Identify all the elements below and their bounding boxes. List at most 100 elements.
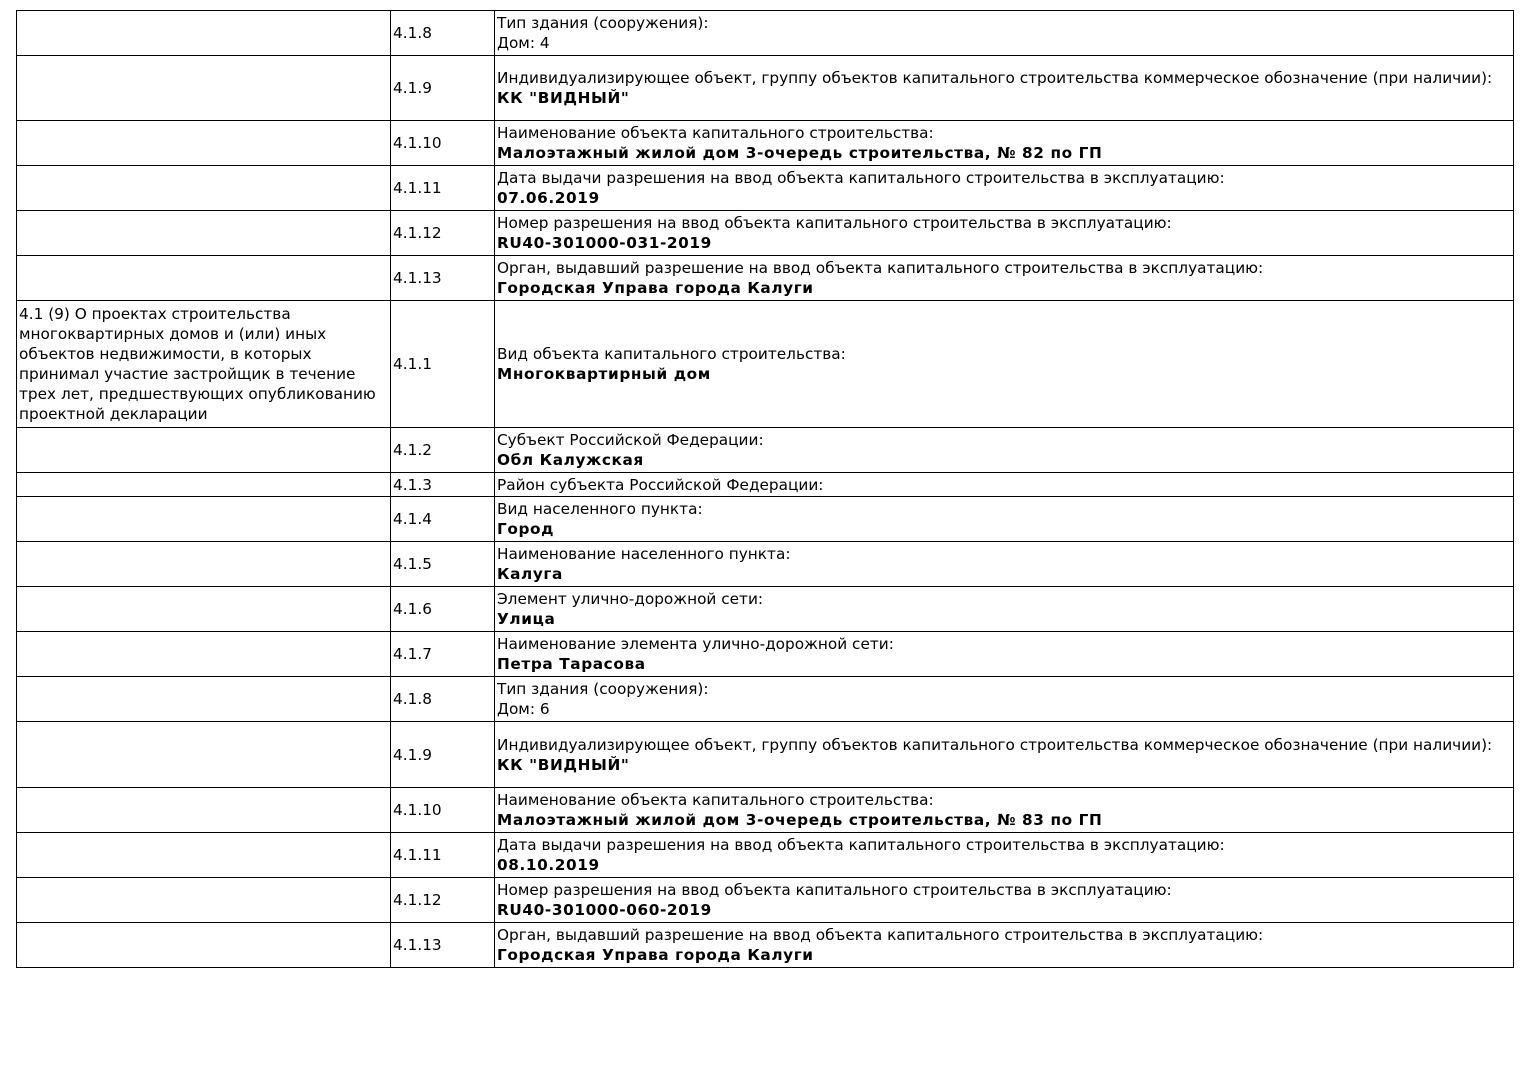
code-cell: 4.1.11 bbox=[390, 832, 495, 878]
table-row: 4.1.8 Тип здания (сооружения): Дом: 4 bbox=[16, 10, 1514, 56]
section-cell bbox=[16, 631, 391, 677]
field-label: Субъект Российской Федерации: bbox=[497, 431, 764, 449]
section-cell bbox=[16, 496, 391, 542]
field-value: Малоэтажный жилой дом 3-очередь строител… bbox=[497, 811, 1103, 829]
section-cell bbox=[16, 832, 391, 878]
field-value: 07.06.2019 bbox=[497, 189, 600, 207]
table-row: 4.1.10 Наименование объекта капитального … bbox=[16, 787, 1514, 833]
section-cell bbox=[16, 721, 391, 788]
field-label: Индивидуализирующее объект, группу объек… bbox=[497, 735, 1493, 754]
field-value: RU40-301000-060-2019 bbox=[497, 901, 712, 919]
field-value: Дом: 4 bbox=[497, 34, 550, 52]
table-row: 4.1.5 Наименование населенного пункта: Кал… bbox=[16, 541, 1514, 587]
section-cell bbox=[16, 787, 391, 833]
code-cell: 4.1.13 bbox=[390, 255, 495, 301]
code-cell: 4.1.4 bbox=[390, 496, 495, 542]
code-cell: 4.1.9 bbox=[390, 721, 495, 788]
table-row: 4.1.10 Наименование объекта капитального … bbox=[16, 120, 1514, 166]
content-cell: Вид населенного пункта: Город bbox=[494, 496, 1514, 542]
content-cell: Наименование объекта капитального строит… bbox=[494, 787, 1514, 833]
code-cell: 4.1.10 bbox=[390, 787, 495, 833]
section-cell bbox=[16, 55, 391, 121]
section-cell bbox=[16, 210, 391, 256]
table-row: 4.1 (9) О проектах строительства многокв… bbox=[16, 300, 1514, 428]
declaration-table: 4.1.8 Тип здания (сооружения): Дом: 4 4.1.9… bbox=[16, 10, 1514, 968]
field-label: Элемент улично-дорожной сети: bbox=[497, 590, 764, 608]
code-cell: 4.1.12 bbox=[390, 877, 495, 923]
field-label: Тип здания (сооружения): bbox=[497, 14, 709, 32]
field-value: Калуга bbox=[497, 565, 563, 583]
section-cell bbox=[16, 922, 391, 968]
code-cell: 4.1.9 bbox=[390, 55, 495, 121]
table-row: 4.1.8 Тип здания (сооружения): Дом: 6 bbox=[16, 676, 1514, 722]
content-cell: Тип здания (сооружения): Дом: 4 bbox=[494, 10, 1514, 56]
field-label: Орган, выдавший разрешение на ввод объек… bbox=[497, 926, 1264, 944]
field-label: Вид населенного пункта: bbox=[497, 500, 703, 518]
code-cell: 4.1.11 bbox=[390, 165, 495, 211]
content-cell: Тип здания (сооружения): Дом: 6 bbox=[494, 676, 1514, 722]
code-cell: 4.1.2 bbox=[390, 427, 495, 473]
content-cell: Субъект Российской Федерации: Обл Калужск… bbox=[494, 427, 1514, 473]
content-cell: Индивидуализирующее объект, группу объек… bbox=[494, 55, 1514, 121]
table-row: 4.1.3 Район субъекта Российской Федерации… bbox=[16, 472, 1514, 497]
field-label: Тип здания (сооружения): bbox=[497, 680, 709, 698]
field-value: Малоэтажный жилой дом 3-очередь строител… bbox=[497, 144, 1103, 162]
table-row: 4.1.7 Наименование элемента улично-дорожн… bbox=[16, 631, 1514, 677]
field-label: Дата выдачи разрешения на ввод объекта к… bbox=[497, 836, 1225, 854]
table-row: 4.1.11 Дата выдачи разрешения на ввод объ… bbox=[16, 832, 1514, 878]
field-label: Наименование населенного пункта: bbox=[497, 545, 791, 563]
code-cell: 4.1.3 bbox=[390, 472, 495, 497]
code-cell: 4.1.12 bbox=[390, 210, 495, 256]
code-cell: 4.1.1 bbox=[390, 300, 495, 428]
field-value: Городская Управа города Калуги bbox=[497, 279, 814, 297]
field-value: Городская Управа города Калуги bbox=[497, 946, 814, 964]
content-cell: Номер разрешения на ввод объекта капитал… bbox=[494, 877, 1514, 923]
field-value: Обл Калужская bbox=[497, 451, 644, 469]
section-cell bbox=[16, 676, 391, 722]
content-cell: Наименование элемента улично-дорожной се… bbox=[494, 631, 1514, 677]
field-value: RU40-301000-031-2019 bbox=[497, 234, 712, 252]
field-label: Орган, выдавший разрешение на ввод объек… bbox=[497, 259, 1264, 277]
content-cell: Номер разрешения на ввод объекта капитал… bbox=[494, 210, 1514, 256]
table-row: 4.1.13 Орган, выдавший разрешение на ввод… bbox=[16, 255, 1514, 301]
field-label: Район субъекта Российской Федерации: bbox=[497, 475, 824, 494]
field-label: Номер разрешения на ввод объекта капитал… bbox=[497, 214, 1172, 232]
table-row: 4.1.4 Вид населенного пункта: Город bbox=[16, 496, 1514, 542]
field-label: Наименование объекта капитального строит… bbox=[497, 124, 934, 142]
field-value: Город bbox=[497, 520, 555, 538]
code-cell: 4.1.8 bbox=[390, 676, 495, 722]
section-cell: 4.1 (9) О проектах строительства многокв… bbox=[16, 300, 391, 428]
field-label: Вид объекта капитального строительства: bbox=[497, 345, 846, 363]
table-row: 4.1.9 Индивидуализирующее объект, группу … bbox=[16, 721, 1514, 788]
section-cell bbox=[16, 255, 391, 301]
field-value: Улица bbox=[497, 610, 556, 628]
section-cell bbox=[16, 427, 391, 473]
field-value: Дом: 6 bbox=[497, 700, 550, 718]
code-cell: 4.1.7 bbox=[390, 631, 495, 677]
content-cell: Наименование населенного пункта: Калуга bbox=[494, 541, 1514, 587]
section-cell bbox=[16, 10, 391, 56]
table-row: 4.1.2 Субъект Российской Федерации: Обл Ка… bbox=[16, 427, 1514, 473]
section-cell bbox=[16, 472, 391, 497]
table-row: 4.1.11 Дата выдачи разрешения на ввод объ… bbox=[16, 165, 1514, 211]
table-row: 4.1.12 Номер разрешения на ввод объекта к… bbox=[16, 210, 1514, 256]
section-cell bbox=[16, 165, 391, 211]
field-label: Номер разрешения на ввод объекта капитал… bbox=[497, 881, 1172, 899]
field-label: Индивидуализирующее объект, группу объек… bbox=[497, 69, 1493, 87]
content-cell: Индивидуализирующее объект, группу объек… bbox=[494, 721, 1514, 788]
code-cell: 4.1.5 bbox=[390, 541, 495, 587]
section-cell bbox=[16, 586, 391, 632]
content-cell: Орган, выдавший разрешение на ввод объек… bbox=[494, 922, 1514, 968]
section-cell bbox=[16, 120, 391, 166]
table-row: 4.1.6 Элемент улично-дорожной сети: Улица bbox=[16, 586, 1514, 632]
content-cell: Дата выдачи разрешения на ввод объекта к… bbox=[494, 832, 1514, 878]
code-cell: 4.1.8 bbox=[390, 10, 495, 56]
field-value: Петра Тарасова bbox=[497, 655, 646, 673]
field-value: 08.10.2019 bbox=[497, 856, 600, 874]
table-row: 4.1.13 Орган, выдавший разрешение на ввод… bbox=[16, 922, 1514, 968]
table-row: 4.1.9 Индивидуализирующее объект, группу … bbox=[16, 55, 1514, 121]
code-cell: 4.1.10 bbox=[390, 120, 495, 166]
field-label: Дата выдачи разрешения на ввод объекта к… bbox=[497, 169, 1225, 187]
field-label: Наименование объекта капитального строит… bbox=[497, 791, 934, 809]
content-cell: Дата выдачи разрешения на ввод объекта к… bbox=[494, 165, 1514, 211]
